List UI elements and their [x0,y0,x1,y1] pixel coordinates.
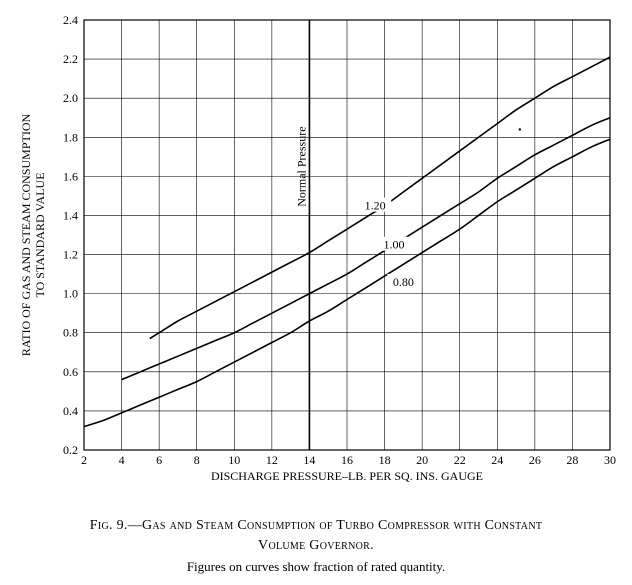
y-tick-label: 1.4 [63,208,78,222]
series-label: 1.00 [383,238,404,252]
y-tick-label: 0.2 [63,443,78,457]
y-tick-label: 1.0 [63,287,78,301]
x-axis-label: DISCHARGE PRESSURE–LB. PER SQ. INS. GAUG… [211,469,483,483]
normal-pressure-label: Normal Pressure [294,126,308,206]
x-tick-label: 12 [266,453,278,467]
y-tick-label: 1.2 [63,248,78,262]
x-tick-label: 22 [454,453,466,467]
y-axis-label-1: RATIO OF GAS AND STEAM CONSUMPTION [19,113,33,356]
stray-dot [519,128,521,130]
y-tick-label: 2.4 [63,13,78,27]
chart-bg [10,10,622,510]
figure-label: Fig. 9.— [90,518,142,533]
caption-line1: Gas and Steam Consumption of Turbo Compr… [142,518,542,533]
y-tick-label: 2.2 [63,52,78,66]
x-tick-label: 26 [529,453,541,467]
x-tick-label: 24 [491,453,503,467]
x-tick-label: 10 [228,453,240,467]
x-tick-label: 14 [303,453,315,467]
caption-line2: Volume Governor. [258,538,374,553]
y-tick-label: 1.6 [63,169,78,183]
figure-subcaption: Figures on curves show fraction of rated… [10,559,622,575]
y-axis-label-2: TO STANDARD VALUE [33,172,47,297]
line-chart: 246810121416182022242628300.20.40.60.81.… [10,10,622,510]
y-tick-label: 0.6 [63,365,78,379]
x-tick-label: 20 [416,453,428,467]
figure-caption: Fig. 9.—Gas and Steam Consumption of Tur… [10,516,622,555]
y-tick-label: 0.4 [63,404,78,418]
x-tick-label: 28 [566,453,578,467]
series-label: 1.20 [365,199,386,213]
y-tick-label: 1.8 [63,130,78,144]
x-tick-label: 4 [119,453,125,467]
x-tick-label: 18 [379,453,391,467]
subcaption-text: Figures on curves show fraction of rated… [187,559,445,574]
y-tick-label: 2.0 [63,91,78,105]
x-tick-label: 2 [81,453,87,467]
x-tick-label: 6 [156,453,162,467]
series-label: 0.80 [393,275,414,289]
chart-container: 246810121416182022242628300.20.40.60.81.… [10,10,622,575]
x-tick-label: 30 [604,453,616,467]
x-tick-label: 8 [194,453,200,467]
y-tick-label: 0.8 [63,326,78,340]
x-tick-label: 16 [341,453,353,467]
